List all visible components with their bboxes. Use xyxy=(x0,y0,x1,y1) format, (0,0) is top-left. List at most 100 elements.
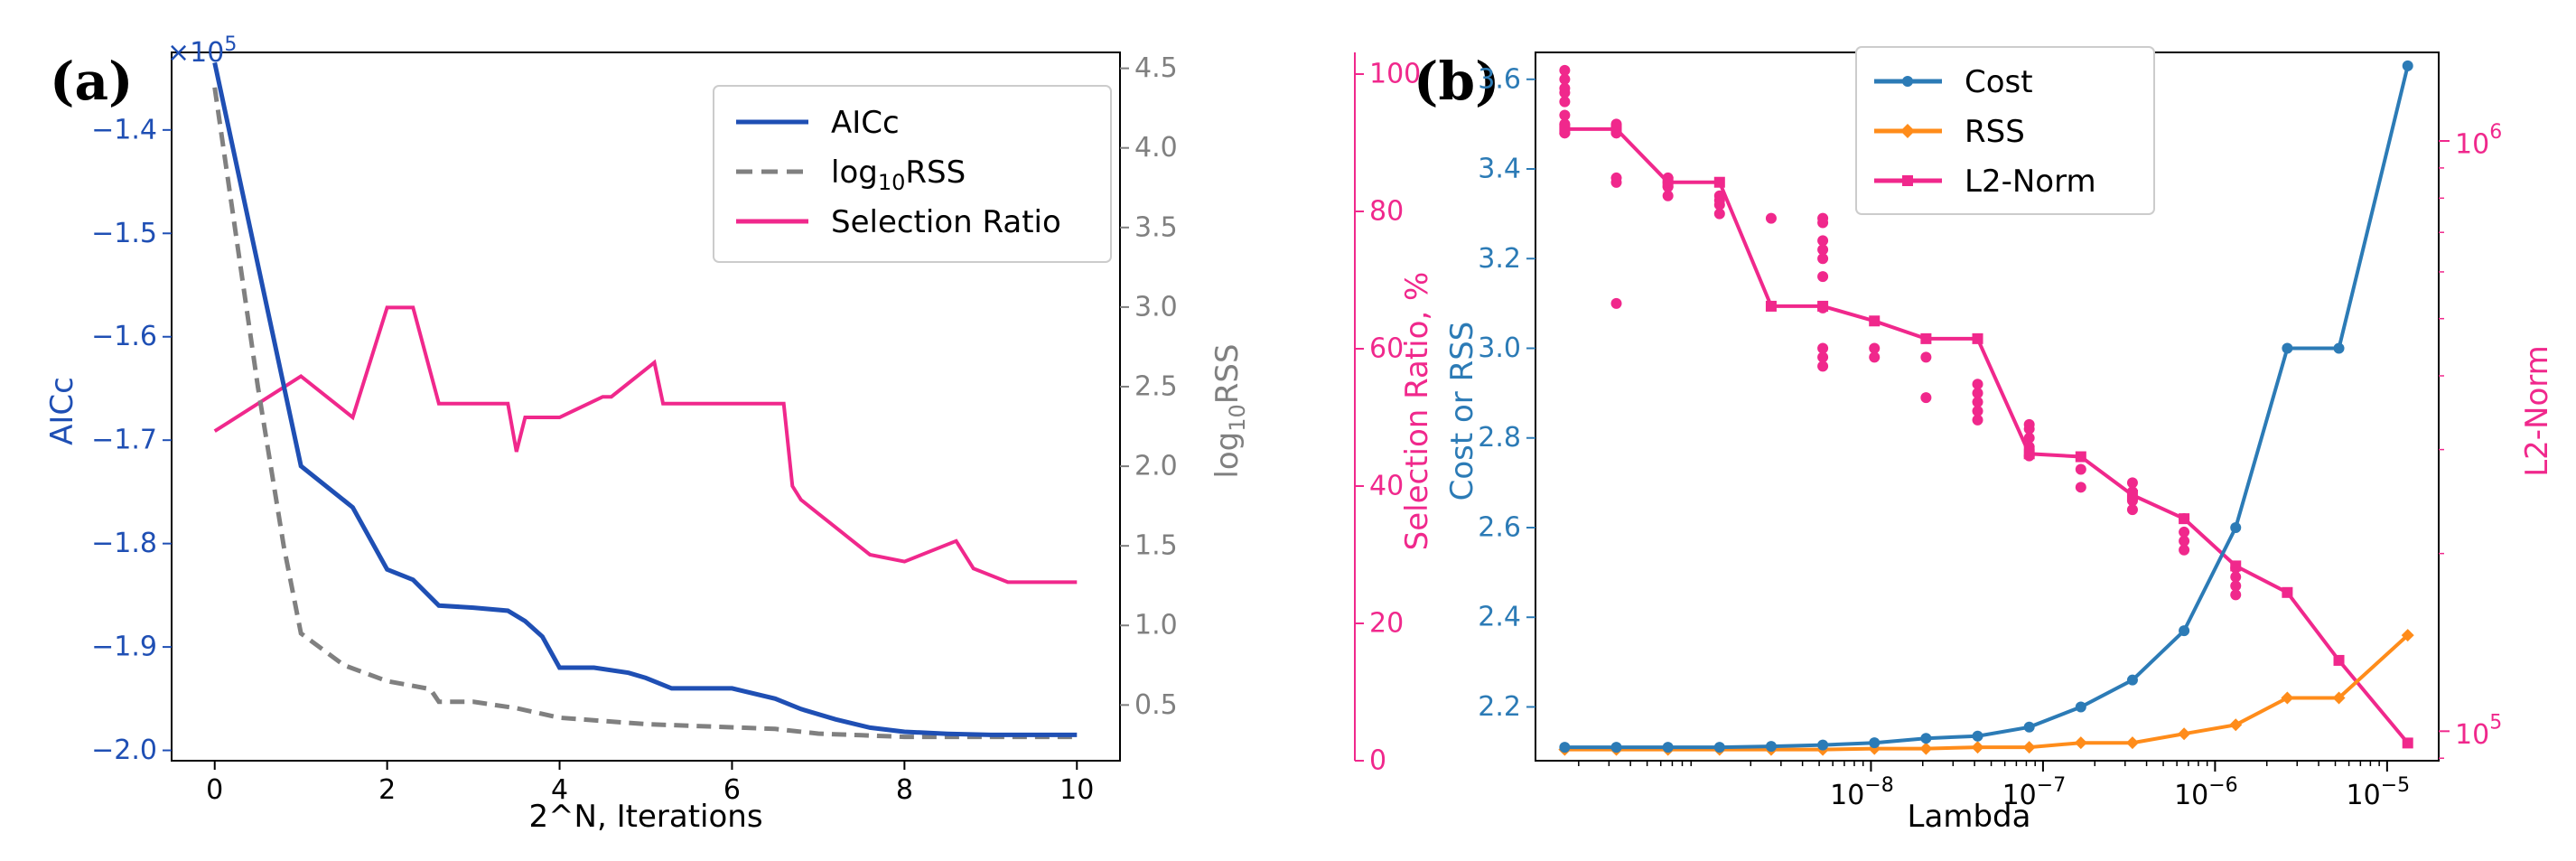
scatter-point xyxy=(2179,526,2190,538)
rss-marker xyxy=(2125,736,2139,750)
b-y-left-tick-label: 2.8 xyxy=(1478,422,1521,454)
y-right-tick-label: 2.0 xyxy=(1134,451,1178,482)
log-rss-axis-label-main: log xyxy=(1209,432,1246,479)
legend-selection-label: Selection Ratio xyxy=(831,204,1061,240)
b-x-tick-label: 10−5 xyxy=(2347,774,2411,811)
b-y-right-tick-exp: 5 xyxy=(2489,711,2502,734)
rss-marker xyxy=(2332,691,2346,705)
b-x-tick-label: 10−8 xyxy=(1830,774,1894,811)
x-tick-label: 4 xyxy=(551,774,568,806)
panel-b-legend: Cost RSS L2-Norm xyxy=(1855,46,2155,215)
scatter-point xyxy=(2075,463,2086,475)
l2-norm-marker xyxy=(2282,586,2293,598)
b-y-right-tick-label: 106 xyxy=(2455,121,2502,161)
legend-l2-label: L2-Norm xyxy=(1965,164,2096,200)
l2-norm-marker xyxy=(2179,513,2190,525)
b-y-left-tick-label: 3.4 xyxy=(1478,154,1521,185)
b-y-left-tick-label: 3.6 xyxy=(1478,63,1521,95)
scatter-point xyxy=(1817,253,1829,265)
panel-a-y-axis-label-log-rss: log10RSS xyxy=(1209,343,1250,478)
scatter-point xyxy=(1610,172,1622,183)
rss-marker xyxy=(2229,718,2243,732)
panel-a-x-axis-label: 2^N, Iterations xyxy=(528,799,762,835)
l2-norm-marker xyxy=(1610,123,1622,135)
panel-b-y-axis-label-l2: L2-Norm xyxy=(2519,345,2555,477)
l2-norm-marker xyxy=(1817,300,1829,312)
b-y-left-tick-label: 2.2 xyxy=(1478,691,1521,723)
cost-marker xyxy=(1559,742,1571,753)
l2-norm-marker xyxy=(1765,300,1777,312)
rss-marker xyxy=(1971,741,1984,754)
legend-rss-b-label: RSS xyxy=(1965,114,2025,150)
l2-norm-marker xyxy=(2230,560,2242,572)
y-left-tick-label: −2.0 xyxy=(91,735,157,766)
cost-marker xyxy=(1662,742,1674,753)
panel-b-y-axis-label-cost: Cost or RSS xyxy=(1444,322,1480,501)
legend-rss-sub: 10 xyxy=(878,170,906,195)
multiplier-base: ×10 xyxy=(167,37,224,69)
y-right-tick-label: 3.0 xyxy=(1134,291,1178,323)
scatter-point xyxy=(2126,477,2138,489)
scatter-point xyxy=(1972,379,1983,390)
scatter-point xyxy=(2075,482,2086,493)
cost-marker xyxy=(2023,721,2035,733)
scatter-point xyxy=(1817,271,1829,283)
b-y-left-tick-label: 3.0 xyxy=(1478,332,1521,364)
scatter-point xyxy=(2023,432,2035,444)
panel-a-plot-frame xyxy=(171,51,1356,762)
x-tick-label: 0 xyxy=(206,774,223,806)
rss-marker xyxy=(2178,727,2191,741)
panel-a-y-axis-label-selection-ratio: Selection Ratio, % xyxy=(1399,272,1435,551)
scatter-point xyxy=(2023,418,2035,430)
l2-norm-marker xyxy=(1662,176,1674,188)
legend-cost-marker xyxy=(1902,76,1913,87)
x-tick-label: 2 xyxy=(378,774,396,806)
y-far-right-tick-label: 40 xyxy=(1369,471,1404,502)
panel-a-legend: AICc log10RSS Selection Ratio xyxy=(713,85,1112,263)
panel-b: (b) 10−8 10−7 10−6 10−52.22.42.62.83.03.23.… xyxy=(1414,46,2555,835)
panel-a-plot-border xyxy=(171,51,1121,762)
y-right-tick-label: 0.5 xyxy=(1134,689,1178,721)
legend-rss-label: log10RSS xyxy=(831,154,966,195)
series-log10-rss xyxy=(212,87,1078,740)
cost-marker xyxy=(1817,739,1829,751)
scatter-point xyxy=(2230,589,2242,601)
b-y-left-tick-label: 2.4 xyxy=(1478,602,1521,633)
rss-marker xyxy=(1919,742,1933,755)
y-right-tick-label: 1.0 xyxy=(1134,610,1178,641)
y-far-right-tick-label: 100 xyxy=(1369,59,1421,90)
b-y-left-tick-label: 2.6 xyxy=(1478,511,1521,543)
cost-marker xyxy=(2282,342,2293,354)
y-far-right-tick-label: 20 xyxy=(1369,608,1404,640)
legend-rss-tail: RSS xyxy=(905,154,966,191)
l2-norm-marker xyxy=(2402,737,2413,749)
series-rss xyxy=(1564,633,2410,752)
b-x-tick-exp: −6 xyxy=(2208,774,2237,797)
l2-norm-marker xyxy=(1559,123,1571,135)
scatter-point xyxy=(1559,109,1571,121)
panel-b-x-axis-label: Lambda xyxy=(1908,799,2031,835)
panel-a-series xyxy=(212,61,1078,740)
b-x-tick-exp: −7 xyxy=(2037,774,2066,797)
b-x-tick-exp: −5 xyxy=(2381,774,2410,797)
b-y-right-tick-label: 105 xyxy=(2455,711,2502,751)
multiplier-exp: 5 xyxy=(224,33,237,56)
cost-marker xyxy=(1610,742,1622,753)
series-aicc xyxy=(212,61,1078,737)
panel-b-legend-box xyxy=(1855,46,2155,215)
y-right-tick-label: 4.0 xyxy=(1134,132,1178,164)
legend-cost-label: Cost xyxy=(1965,64,2033,100)
cost-marker xyxy=(2402,60,2413,71)
y-right-tick-label: 3.5 xyxy=(1134,211,1178,243)
panel-a-y-axis-label-aicc: AICc xyxy=(44,377,80,445)
panel-a-label: (a) xyxy=(50,51,133,112)
scatter-point xyxy=(1713,208,1725,220)
y-left-tick-label: −1.8 xyxy=(91,528,157,559)
l2-norm-marker xyxy=(2023,448,2035,460)
legend-rss-main: log xyxy=(831,154,878,191)
scatter-point xyxy=(2230,571,2242,583)
cost-marker xyxy=(2075,701,2086,713)
scatter-point xyxy=(1817,235,1829,247)
scatter-point xyxy=(1972,388,1983,399)
panel-b-label: (b) xyxy=(1414,51,1499,112)
